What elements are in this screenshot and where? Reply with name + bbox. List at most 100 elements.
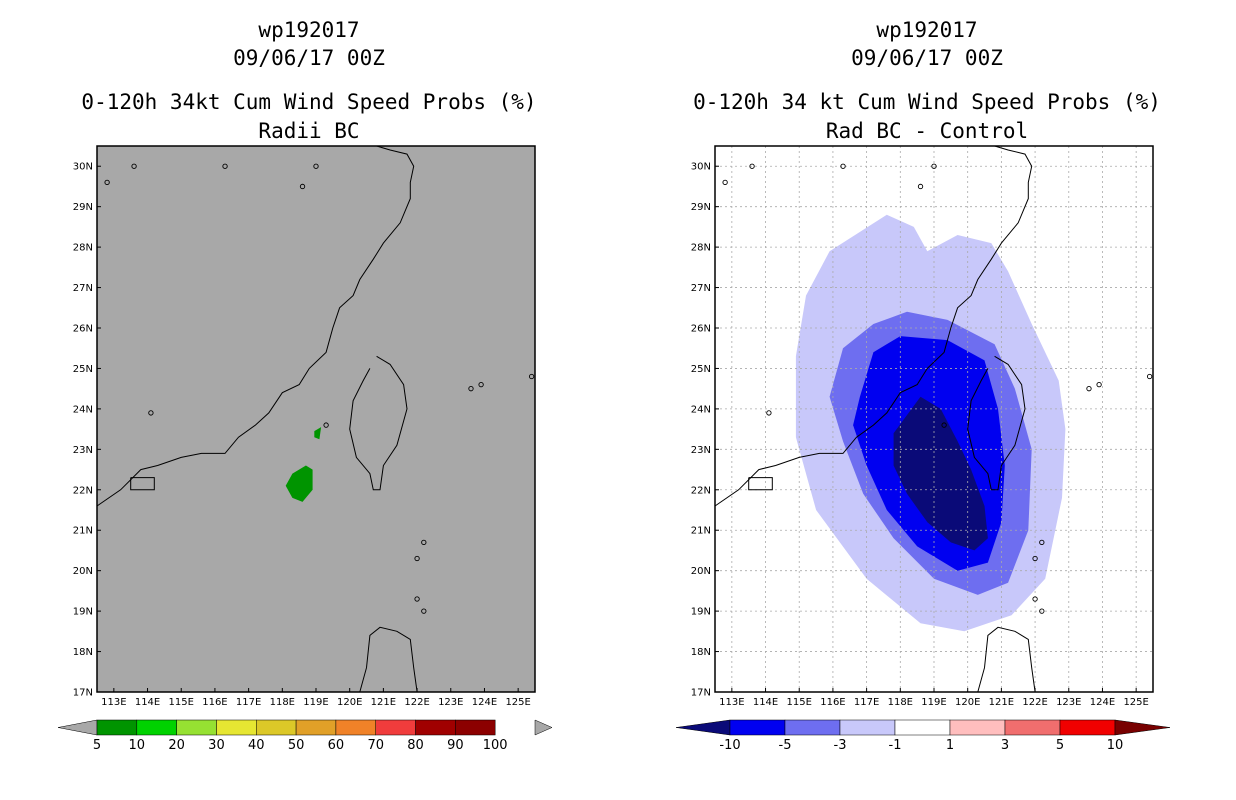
coastline <box>967 355 1026 491</box>
product-title: 0-120h 34 kt Cum Wind Speed Probs (%) <box>693 90 1161 114</box>
colorbar-label: 20 <box>168 738 185 753</box>
island <box>1039 608 1045 614</box>
contour-area <box>285 465 313 502</box>
x-tick-label: 116E <box>202 697 227 708</box>
colorbar-box <box>1004 719 1061 736</box>
coastline <box>359 626 418 693</box>
storm-id: wp192017 <box>876 18 978 42</box>
y-tick-label: 18N <box>73 647 93 658</box>
island <box>421 608 427 614</box>
island <box>766 410 772 416</box>
island <box>941 422 947 428</box>
island <box>1032 555 1038 562</box>
colorbar-box <box>216 719 257 736</box>
x-tick-label: 124E <box>472 697 497 708</box>
y-tick-label: 23N <box>73 445 93 456</box>
storm-id: wp192017 <box>258 18 360 42</box>
island <box>478 381 484 388</box>
x-tick-label: 122E <box>1022 697 1047 708</box>
island <box>749 163 755 169</box>
coastline <box>977 626 1036 693</box>
x-tick-label: 125E <box>1123 697 1148 708</box>
y-tick-label: 29N <box>691 202 711 213</box>
y-tick-label: 23N <box>691 445 711 456</box>
x-tick-label: 120E <box>955 697 980 708</box>
x-tick-label: 124E <box>1090 697 1115 708</box>
colorbar-box <box>96 719 138 736</box>
colorbar-label: 60 <box>328 738 345 753</box>
colorbar-label: -1 <box>889 738 902 753</box>
colorbar-box <box>894 719 951 736</box>
y-tick-label: 20N <box>73 566 93 577</box>
panel-subtitle: Radii BC <box>258 119 360 143</box>
x-tick-label: 117E <box>236 697 261 708</box>
colorbar-label: 80 <box>407 738 424 753</box>
colorbar-arrow-high <box>1114 719 1171 736</box>
y-tick-label: 26N <box>73 324 93 335</box>
y-tick-label: 22N <box>691 485 711 496</box>
colorbar-arrow-low <box>675 719 731 736</box>
colorbar-label: 5 <box>93 738 101 753</box>
island <box>414 555 420 562</box>
x-tick-label: 118E <box>270 697 295 708</box>
y-tick-label: 25N <box>691 364 711 375</box>
island <box>1039 539 1045 546</box>
island <box>1086 386 1092 392</box>
y-tick-label: 19N <box>691 607 711 618</box>
panel-radii-bc: wp192017 09/06/17 00Z 0-120h 34kt Cum Wi… <box>57 18 553 753</box>
island <box>528 373 535 380</box>
x-tick-label: 115E <box>787 697 812 708</box>
colorbar-label: -3 <box>834 738 847 753</box>
island <box>722 179 728 186</box>
island <box>468 386 474 392</box>
y-tick-label: 27N <box>73 283 93 294</box>
island <box>917 183 924 190</box>
y-tick-label: 17N <box>691 688 711 699</box>
coastline <box>349 355 408 491</box>
x-tick-label: 121E <box>371 697 396 708</box>
colorbar-label: 3 <box>1001 738 1009 753</box>
x-tick-label: 119E <box>303 697 328 708</box>
panel-subtitle: Rad BC - Control <box>825 119 1029 143</box>
y-tick-label: 18N <box>691 647 711 658</box>
colorbar-label: 30 <box>208 738 225 753</box>
island <box>931 163 937 169</box>
y-tick-label: 30N <box>691 162 711 173</box>
y-tick-label: 25N <box>73 364 93 375</box>
x-tick-label: 123E <box>1056 697 1081 708</box>
colorbar-label: 1 <box>946 738 954 753</box>
colorbar-box <box>455 719 496 736</box>
colorbar-box <box>176 719 217 736</box>
x-tick-label: 113E <box>719 697 744 708</box>
island <box>414 596 420 602</box>
colorbar-box <box>1059 719 1116 736</box>
colorbar-box <box>256 719 297 736</box>
coastline <box>130 477 155 491</box>
x-tick-label: 123E <box>438 697 463 708</box>
x-tick-label: 115E <box>169 697 194 708</box>
x-tick-label: 119E <box>921 697 946 708</box>
colorbar-label: 90 <box>447 738 464 753</box>
colorbar-label: 40 <box>248 738 265 753</box>
y-tick-label: 21N <box>691 526 711 537</box>
y-tick-label: 24N <box>691 404 711 415</box>
y-tick-label: 28N <box>73 243 93 254</box>
y-tick-label: 27N <box>691 283 711 294</box>
colorbar-label: 100 <box>483 738 508 753</box>
colorbar-label: 5 <box>1056 738 1064 753</box>
x-tick-label: 116E <box>820 697 845 708</box>
x-tick-label: 122E <box>404 697 429 708</box>
contour-area <box>314 427 322 440</box>
island <box>104 179 110 186</box>
x-tick-label: 113E <box>101 697 126 708</box>
colorbar-label: -5 <box>779 738 792 753</box>
colorbar-label: 50 <box>288 738 305 753</box>
y-tick-label: 19N <box>73 607 93 618</box>
colorbar-label: 70 <box>367 738 384 753</box>
colorbar-box <box>839 719 896 736</box>
forecast-date: 09/06/17 00Z <box>233 46 385 70</box>
colorbar-box <box>784 719 841 736</box>
island <box>299 183 306 190</box>
colorbar-label: -10 <box>719 738 740 753</box>
colorbar-arrow-low <box>57 719 98 736</box>
